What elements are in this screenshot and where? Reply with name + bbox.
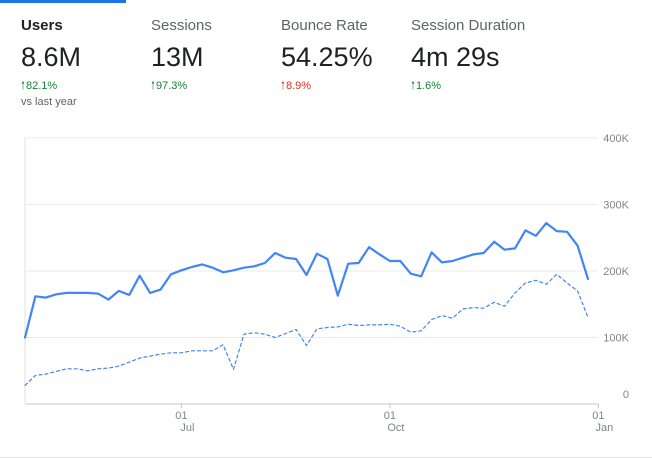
x-tick-label-month: Jan	[596, 422, 614, 434]
metric-value: 4m 29s	[411, 42, 500, 72]
arrow-up-icon: 🠑	[151, 80, 155, 92]
metric-tab-bounce-rate[interactable]: Bounce Rate 54.25% 🠑8.9%	[281, 0, 391, 120]
metric-label: Bounce Rate	[281, 17, 368, 34]
metric-tab-session-duration[interactable]: Session Duration 4m 29s 🠑1.6%	[411, 0, 551, 120]
arrow-up-icon: 🠑	[21, 80, 25, 92]
metric-change-value: 82.1%	[26, 80, 58, 92]
x-tick-label-day: 01	[384, 410, 396, 422]
chart-series	[23, 222, 590, 386]
chart-gridlines	[24, 137, 598, 405]
metric-change-value: 8.9%	[286, 80, 312, 92]
metric-change: 🠑82.1%	[21, 77, 57, 96]
metric-change: 🠑97.3%	[151, 77, 187, 96]
metric-label: Sessions	[151, 17, 212, 34]
x-tick-label-month: Jul	[180, 422, 194, 434]
metric-change-value: 1.6%	[416, 80, 442, 92]
active-tab-indicator	[0, 0, 126, 3]
metric-value: 13M	[151, 42, 204, 72]
x-tick-label-day: 01	[592, 410, 604, 422]
metric-label: Session Duration	[411, 17, 526, 34]
x-tick-label-month: Oct	[387, 422, 404, 434]
series-line-current-period	[23, 222, 590, 339]
series-line-previous-period	[24, 273, 589, 386]
arrow-up-icon: 🠑	[411, 80, 415, 92]
metric-label: Users	[21, 17, 63, 34]
metric-value: 54.25%	[281, 42, 373, 72]
y-tick-label: 100K	[603, 333, 629, 345]
metric-change: 🠑8.9%	[281, 77, 311, 96]
metric-change-value: 97.3%	[156, 80, 188, 92]
y-tick-label: 300K	[603, 200, 629, 212]
metric-value: 8.6M	[21, 42, 82, 72]
chart-axes: 0100K200K300K400K01Jul01Oct01Jan01Apr	[175, 133, 629, 434]
metric-change: 🠑1.6%	[411, 77, 441, 96]
y-tick-label: 200K	[603, 266, 629, 278]
metric-tab-users[interactable]: Users 8.6M 🠑82.1% vs last year	[21, 0, 131, 120]
metric-tab-sessions[interactable]: Sessions 13M 🠑97.3%	[151, 0, 261, 120]
x-tick-label-day: 01	[175, 410, 187, 422]
metric-comparison-label: vs last year	[21, 96, 77, 108]
arrow-up-icon: 🠑	[281, 80, 285, 92]
y-tick-label: 0	[623, 389, 629, 401]
y-tick-label: 400K	[603, 133, 629, 145]
